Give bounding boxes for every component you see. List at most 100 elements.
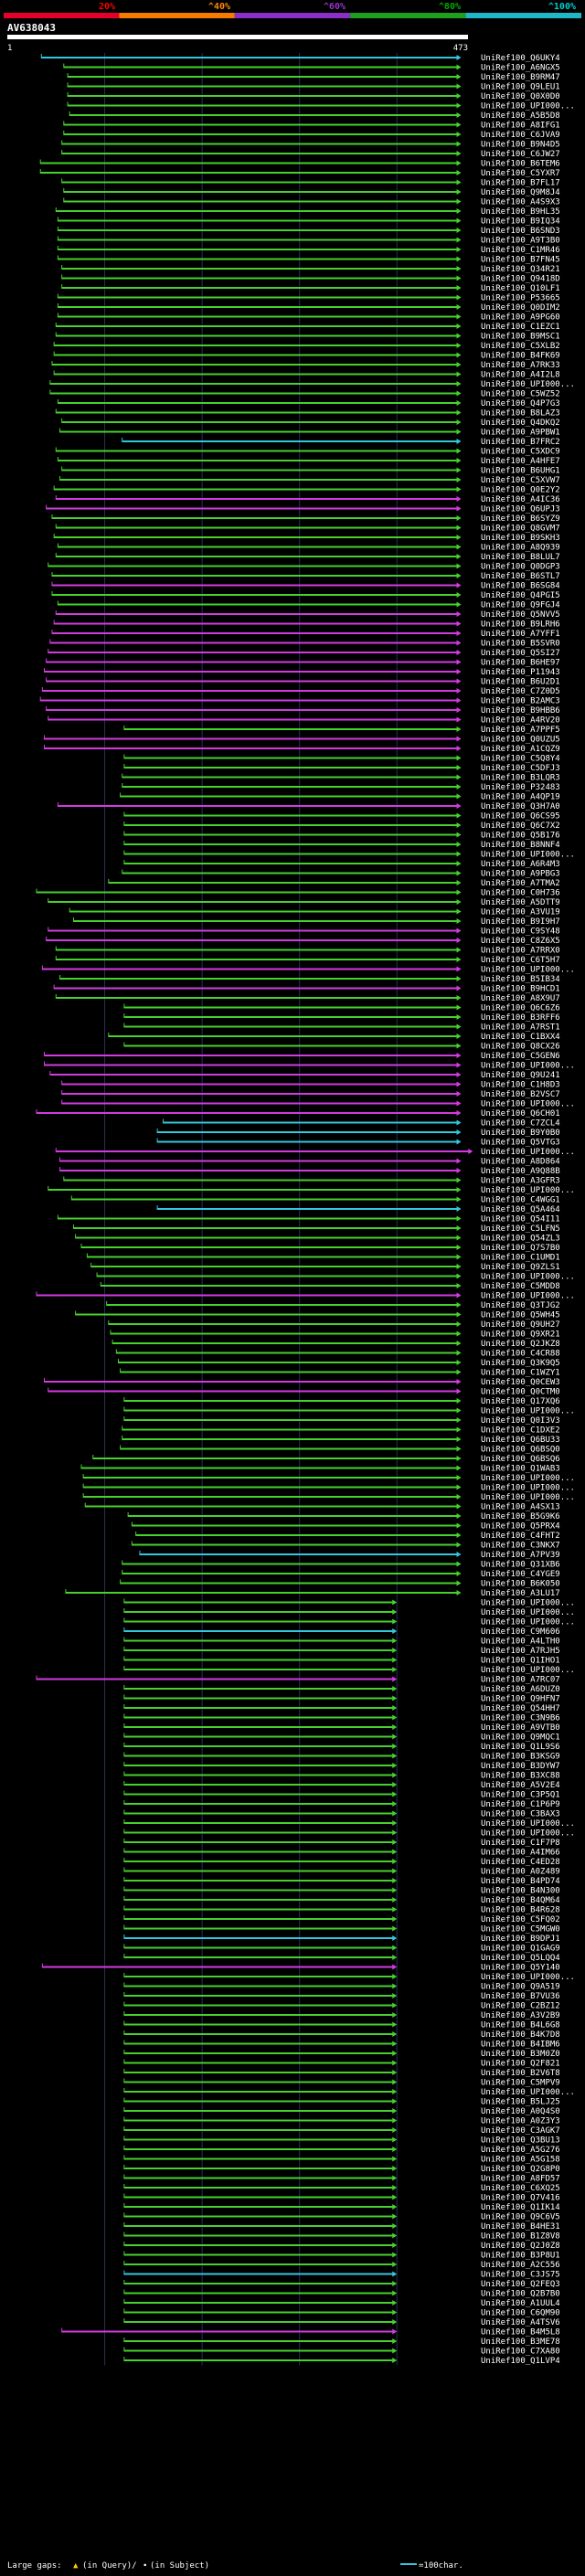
hit-row[interactable]: UniRef100_A9PBG3	[122, 869, 560, 879]
hit-row[interactable]: UniRef100_A0Q4S0	[123, 2107, 560, 2116]
hit-row[interactable]: UniRef100_C5MGW0	[123, 1924, 560, 1935]
hit-row[interactable]: UniRef100_Q9UH27	[108, 1320, 560, 1330]
hit-label[interactable]: UniRef100_Q4DKQ2	[481, 419, 560, 428]
hit-label[interactable]: UniRef100_A0Z3Y3	[481, 2117, 560, 2126]
hit-row[interactable]: UniRef100_C9M606	[123, 1627, 560, 1637]
hit-row[interactable]: UniRef100_Q9MQC1	[123, 1733, 560, 1743]
hit-row[interactable]: UniRef100_B5LJ25	[123, 2097, 560, 2107]
hit-row[interactable]: UniRef100_A4QP19	[120, 792, 560, 802]
hit-row[interactable]: UniRef100_Q10LF1	[61, 284, 560, 293]
hit-row[interactable]: UniRef100_B2V6T8	[123, 2069, 560, 2078]
hit-label[interactable]: UniRef100_P11943	[481, 668, 560, 677]
hit-row[interactable]: UniRef100_A4I2L8	[53, 370, 560, 380]
hit-row[interactable]: UniRef100_B6K050	[120, 1579, 560, 1589]
hit-label[interactable]: UniRef100_Q9A519	[481, 1983, 560, 1992]
hit-label[interactable]: UniRef100_UPI000...	[481, 1148, 575, 1157]
hit-label[interactable]: UniRef100_C5YXR7	[481, 169, 560, 178]
hit-label[interactable]: UniRef100_B6STL7	[481, 572, 560, 581]
hit-row[interactable]: UniRef100_A4TSV6	[123, 2318, 560, 2327]
hit-row[interactable]: UniRef100_Q5NVV5	[55, 610, 560, 620]
hit-label[interactable]: UniRef100_A3V2B9	[481, 2011, 560, 2020]
hit-row[interactable]: UniRef100_B6SND3	[57, 227, 560, 236]
hit-row[interactable]: UniRef100_B8LUL7	[55, 553, 560, 562]
hit-row[interactable]: UniRef100_B3M0Z0	[123, 2050, 560, 2059]
hit-label[interactable]: UniRef100_C2BZ12	[481, 2002, 560, 2011]
hit-label[interactable]: UniRef100_Q5WH45	[481, 1311, 560, 1320]
hit-label[interactable]: UniRef100_Q6BSQ6	[481, 1455, 560, 1464]
hit-row[interactable]: UniRef100_C1WZY1	[120, 1368, 560, 1378]
hit-label[interactable]: UniRef100_A8X9U7	[481, 994, 560, 1003]
hit-row[interactable]: UniRef100_C1P6P9	[123, 1800, 560, 1809]
hit-row[interactable]: UniRef100_Q0E2Y2	[53, 485, 560, 495]
hit-label[interactable]: UniRef100_C1WZY1	[481, 1369, 560, 1378]
hit-label[interactable]: UniRef100_B5LJ25	[481, 2098, 560, 2107]
hit-row[interactable]: UniRef100_A8X9U7	[55, 994, 560, 1003]
hit-row[interactable]: UniRef100_UPI000...	[123, 1973, 575, 1982]
hit-row[interactable]: UniRef100_Q8GVM7	[55, 524, 560, 534]
hit-label[interactable]: UniRef100_B9N4D5	[481, 141, 560, 150]
hit-row[interactable]: UniRef100_Q6BSQ6	[92, 1455, 560, 1464]
hit-label[interactable]: UniRef100_C3P5Q1	[481, 1791, 560, 1800]
hit-row[interactable]: UniRef100_B9MSC1	[55, 332, 560, 342]
hit-row[interactable]: UniRef100_Q2F821	[123, 2059, 560, 2069]
hit-label[interactable]: UniRef100_B9MSC1	[481, 333, 560, 342]
hit-row[interactable]: UniRef100_B9LRH6	[53, 620, 560, 630]
hit-label[interactable]: UniRef100_C4FHT2	[481, 1532, 560, 1541]
hit-label[interactable]: UniRef100_Q0UZU5	[481, 736, 560, 745]
hit-row[interactable]: UniRef100_Q4PGI5	[51, 591, 560, 600]
hit-label[interactable]: UniRef100_A5G158	[481, 2156, 560, 2165]
hit-row[interactable]: UniRef100_B4HE31	[123, 2222, 560, 2231]
hit-row[interactable]: UniRef100_C3N9B6	[123, 1713, 560, 1723]
hit-label[interactable]: UniRef100_Q34R21	[481, 265, 560, 274]
hit-row[interactable]: UniRef100_C0H736	[36, 888, 560, 898]
hit-label[interactable]: UniRef100_A6R4M3	[481, 860, 560, 869]
hit-label[interactable]: UniRef100_B3XC88	[481, 1772, 560, 1781]
hit-label[interactable]: UniRef100_Q6UPJ3	[481, 505, 560, 514]
hit-row[interactable]: UniRef100_B9SKH3	[53, 534, 560, 543]
hit-row[interactable]: UniRef100_Q6BSQ0	[120, 1445, 560, 1455]
hit-label[interactable]: UniRef100_C5GEN6	[481, 1052, 560, 1061]
hit-row[interactable]: UniRef100_Q9XR21	[110, 1330, 560, 1340]
hit-label[interactable]: UniRef100_A9VTB0	[481, 1723, 560, 1733]
hit-label[interactable]: UniRef100_Q0DIM2	[481, 303, 560, 313]
hit-row[interactable]: UniRef100_C3P5Q1	[123, 1790, 560, 1800]
hit-label[interactable]: UniRef100_Q9UH27	[481, 1320, 560, 1330]
hit-row[interactable]: UniRef100_B5SVR0	[49, 639, 560, 649]
hit-row[interactable]: UniRef100_UPI000...	[123, 1617, 575, 1627]
hit-label[interactable]: UniRef100_Q6CS95	[481, 812, 560, 822]
hit-row[interactable]: UniRef100_C5XDC9	[55, 447, 560, 457]
hit-row[interactable]: UniRef100_C7Z0D5	[41, 687, 560, 696]
hit-row[interactable]: UniRef100_B3RFF6	[123, 1013, 560, 1023]
hit-row[interactable]: UniRef100_A6DUZ0	[123, 1685, 560, 1694]
hit-row[interactable]: UniRef100_A7PPF5	[123, 726, 560, 735]
hit-row[interactable]: UniRef100_C3BAX3	[123, 1809, 560, 1819]
hit-row[interactable]: UniRef100_A4SX13	[84, 1502, 560, 1512]
hit-label[interactable]: UniRef100_B4M5L8	[481, 2328, 560, 2337]
hit-label[interactable]: UniRef100_Q6C7X2	[481, 822, 560, 831]
hit-label[interactable]: UniRef100_A8D864	[481, 1158, 560, 1167]
hit-label[interactable]: UniRef100_Q1GAG9	[481, 1945, 560, 1954]
hit-label[interactable]: UniRef100_Q9C6V5	[481, 2213, 560, 2222]
hit-label[interactable]: UniRef100_B4QM64	[481, 1896, 560, 1905]
hit-row[interactable]: UniRef100_C6JW27	[61, 150, 560, 159]
hit-label[interactable]: UniRef100_UPI000...	[481, 380, 575, 389]
hit-label[interactable]: UniRef100_Q54HH7	[481, 1704, 560, 1713]
hit-label[interactable]: UniRef100_UPI000...	[481, 1273, 575, 1282]
hit-label[interactable]: UniRef100_UPI000...	[481, 1493, 575, 1502]
hit-row[interactable]: UniRef100_Q0X0D0	[67, 92, 560, 101]
hit-label[interactable]: UniRef100_C1H8D3	[481, 1081, 560, 1090]
hit-label[interactable]: UniRef100_C1F7P8	[481, 1839, 560, 1848]
hit-row[interactable]: UniRef100_B7FL17	[61, 178, 560, 188]
hit-row[interactable]: UniRef100_UPI000...	[123, 1598, 575, 1608]
hit-row[interactable]: UniRef100_Q2FEQ3	[123, 2280, 560, 2289]
hit-row[interactable]: UniRef100_B5G9K6	[127, 1512, 560, 1521]
hit-label[interactable]: UniRef100_A4I2L8	[481, 371, 560, 380]
hit-row[interactable]: UniRef100_A4IC36	[55, 495, 560, 504]
hit-row[interactable]: UniRef100_UPI000...	[67, 101, 575, 111]
hit-row[interactable]: UniRef100_A4HFE7	[57, 457, 560, 466]
hit-label[interactable]: UniRef100_B9HCD1	[481, 985, 560, 994]
hit-row[interactable]: UniRef100_Q1WAB3	[80, 1464, 560, 1474]
hit-label[interactable]: UniRef100_C5WZ52	[481, 390, 560, 399]
hit-label[interactable]: UniRef100_A1CQZ9	[481, 745, 560, 754]
hit-label[interactable]: UniRef100_B4R628	[481, 1906, 560, 1915]
